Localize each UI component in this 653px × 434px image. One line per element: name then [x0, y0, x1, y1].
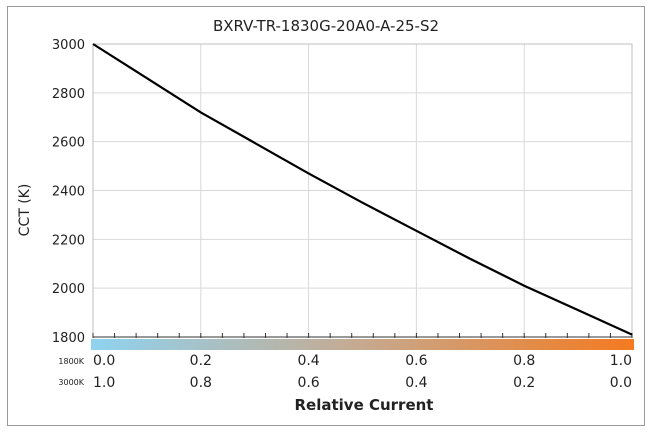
chart-title: BXRV-TR-1830G-20A0-A-25-S2	[213, 17, 439, 35]
color-temperature-gradient-bar	[91, 339, 634, 350]
y-tick-label: 3000	[52, 38, 85, 53]
x-tick-label-top: 0.6	[405, 353, 427, 369]
x-axis-label: Relative Current	[295, 396, 434, 414]
series-line	[92, 43, 633, 336]
y-tick-labels: 3000 2800 2600 2400 2200 2000 1800	[52, 38, 85, 346]
y-tick-label: 2000	[52, 282, 85, 297]
y-axis-label: CCT (K)	[17, 184, 33, 237]
x-tick-label-bottom: 0.0	[610, 375, 632, 391]
x-tick-label-bottom: 1.0	[93, 375, 115, 391]
x-tick-label-bottom: 0.4	[405, 375, 427, 391]
y-tick-label: 2200	[52, 233, 85, 248]
y-tick-label: 2800	[52, 87, 85, 102]
x-tick-labels-top: 0.0 0.2 0.4 0.6 0.8 1.0	[93, 353, 632, 369]
x-tick-label-bottom: 0.6	[297, 375, 319, 391]
x-tick-label-top: 0.8	[513, 353, 535, 369]
x-tick-labels-bottom: 1.0 0.8 0.6 0.4 0.2 0.0	[93, 375, 632, 391]
x-minor-ticks	[92, 333, 633, 338]
y-tick-label: 1800	[52, 331, 85, 346]
grid-lines	[92, 43, 633, 338]
x-tick-label-top: 0.2	[190, 353, 212, 369]
x-tick-label-top: 0.4	[297, 353, 319, 369]
chart-frame	[7, 6, 645, 426]
x-tick-label-bottom: 0.8	[190, 375, 212, 391]
row-label-1800k: 1800K	[58, 357, 84, 366]
x-tick-label-top: 1.0	[610, 353, 632, 369]
x-tick-label-top: 0.0	[93, 353, 115, 369]
y-tick-label: 2400	[52, 185, 85, 200]
row-label-3000k: 3000K	[58, 378, 84, 387]
y-tick-label: 2600	[52, 136, 85, 151]
x-tick-label-bottom: 0.2	[513, 375, 535, 391]
